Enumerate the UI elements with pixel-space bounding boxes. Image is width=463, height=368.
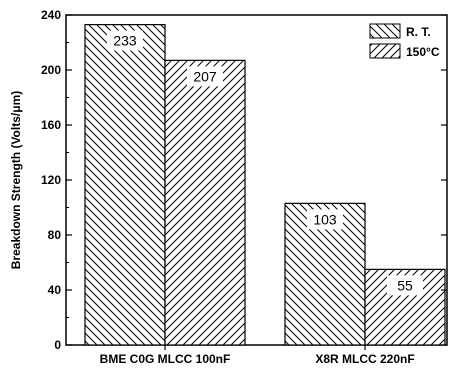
data-label-bg (307, 209, 343, 230)
y-tick-label: 160 (41, 118, 61, 132)
data-label: 103 (313, 211, 337, 227)
y-tick-label: 240 (41, 8, 61, 22)
legend-label: 150°C (406, 45, 440, 59)
data-label: 55 (397, 277, 413, 293)
bar-rt-1 (84, 24, 166, 346)
bar-150c-1 (164, 59, 246, 346)
y-axis-title: Breakdown Strength (Volts/μm) (9, 91, 23, 269)
data-labels-layer: 233 207 103 55 (107, 30, 423, 296)
data-label: 207 (193, 68, 217, 84)
bars-layer (84, 24, 446, 346)
data-label: 233 (113, 33, 137, 49)
legend: R. T. 150°C (369, 23, 440, 59)
y-tick-label: 0 (54, 338, 61, 352)
data-label-bg (387, 275, 423, 296)
legend-swatch (369, 43, 401, 59)
y-tick-label: 200 (41, 63, 61, 77)
x-tick-label: BME C0G MLCC 100nF (100, 352, 231, 366)
legend-label: R. T. (406, 25, 431, 39)
y-tick-label: 40 (48, 283, 62, 297)
y-tick-label: 120 (41, 173, 61, 187)
x-axis: BME C0G MLCC 100nF X8R MLCC 220nF (100, 345, 415, 366)
data-label-bg (107, 30, 143, 51)
data-label-bg (187, 66, 223, 87)
y-tick-label: 80 (48, 228, 62, 242)
legend-swatch (369, 23, 401, 39)
x-tick-label: X8R MLCC 220nF (315, 352, 414, 366)
y-axis: 0 40 80 120 160 200 240 (41, 8, 447, 352)
